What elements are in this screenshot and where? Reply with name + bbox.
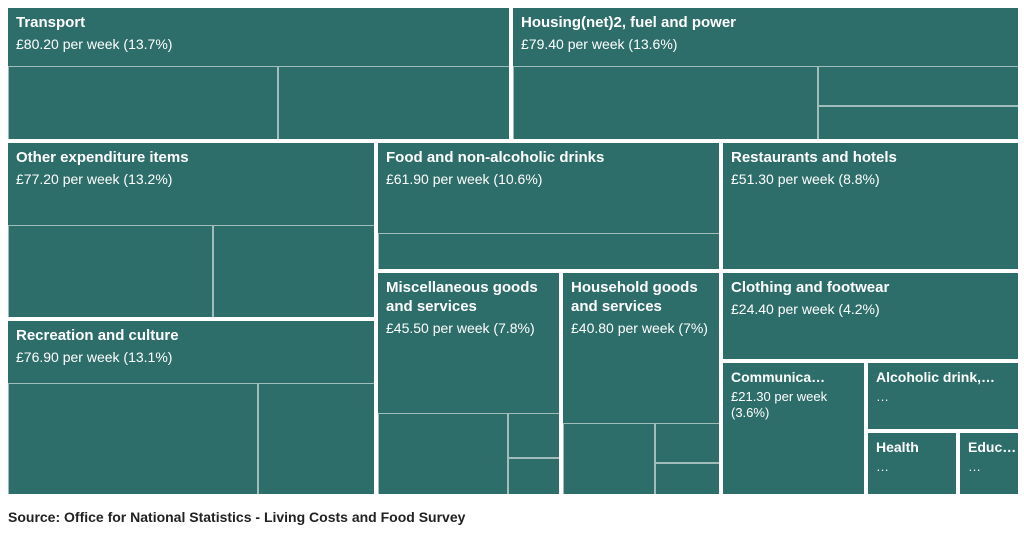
treemap-subcell (8, 383, 258, 496)
treemap-cell-education[interactable]: Educ… … (958, 431, 1020, 496)
treemap-cell-label: Household goods and services £40.80 per w… (571, 279, 713, 337)
treemap-cell-label: Miscellaneous goods and services £45.50 p… (386, 279, 553, 337)
treemap-cell-label: Educ… … (968, 439, 1012, 475)
treemap-subcell (655, 463, 721, 496)
treemap-cell-restaurants[interactable]: Restaurants and hotels £51.30 per week (8… (721, 141, 1020, 271)
treemap-cell-label: Housing(net)2, fuel and power £79.40 per … (521, 14, 1012, 53)
treemap-cell-title: Transport (16, 14, 503, 33)
treemap-cell-label: Food and non-alcoholic drinks £61.90 per … (386, 149, 713, 188)
treemap-subcell (8, 225, 213, 319)
treemap-cell-label: Clothing and footwear £24.40 per week (4.… (731, 279, 1012, 318)
treemap-cell-label: Restaurants and hotels £51.30 per week (8… (731, 149, 1012, 188)
treemap-cell-clothing[interactable]: Clothing and footwear £24.40 per week (4.… (721, 271, 1020, 361)
treemap-cell-value: £79.40 per week (13.6%) (521, 35, 1012, 53)
treemap-cell-label: Health … (876, 439, 950, 475)
treemap-cell-title: Health (876, 439, 950, 457)
treemap-cell-title: Miscellaneous goods and services (386, 279, 553, 317)
treemap-cell-title: Housing(net)2, fuel and power (521, 14, 1012, 33)
treemap-subcell (513, 66, 818, 141)
treemap-cell-label: Other expenditure items £77.20 per week (… (16, 149, 368, 188)
treemap-cell-title: Recreation and culture (16, 327, 368, 346)
treemap-cell-food[interactable]: Food and non-alcoholic drinks £61.90 per … (376, 141, 721, 271)
treemap-cell-label: Transport £80.20 per week (13.7%) (16, 14, 503, 53)
treemap-cell-communication[interactable]: Communica… £21.30 per week (3.6%) (721, 361, 866, 496)
treemap-subcell (8, 66, 278, 141)
treemap-subcell (508, 413, 561, 458)
treemap-cell-housing[interactable]: Housing(net)2, fuel and power £79.40 per … (511, 6, 1020, 141)
treemap-subcell (278, 66, 511, 141)
treemap-cell-value: £21.30 per week (3.6%) (731, 389, 858, 423)
treemap-cell-health[interactable]: Health … (866, 431, 958, 496)
treemap-cell-household[interactable]: Household goods and services £40.80 per w… (561, 271, 721, 496)
treemap-subcell (818, 66, 1020, 106)
source-attribution: Source: Office for National Statistics -… (8, 509, 465, 525)
treemap-cell-label: Alcoholic drink,… … (876, 369, 1012, 405)
treemap-cell-otherexp[interactable]: Other expenditure items £77.20 per week (… (6, 141, 376, 319)
treemap-cell-value: £40.80 per week (7%) (571, 319, 713, 337)
treemap-cell-label: Recreation and culture £76.90 per week (1… (16, 327, 368, 366)
treemap-cell-title: Household goods and services (571, 279, 713, 317)
treemap-cell-label: Communica… £21.30 per week (3.6%) (731, 369, 858, 422)
treemap-cell-misc[interactable]: Miscellaneous goods and services £45.50 p… (376, 271, 561, 496)
treemap-subcell (378, 233, 721, 271)
treemap-subcell (213, 225, 376, 319)
treemap-cell-title: Educ… (968, 439, 1012, 457)
treemap-cell-value: £24.40 per week (4.2%) (731, 300, 1012, 318)
treemap-cell-value: £80.20 per week (13.7%) (16, 35, 503, 53)
treemap-cell-title: Communica… (731, 369, 858, 387)
treemap-cell-value: … (876, 459, 950, 476)
treemap-cell-title: Food and non-alcoholic drinks (386, 149, 713, 168)
treemap-subcell (378, 413, 508, 496)
treemap-cell-title: Clothing and footwear (731, 279, 1012, 298)
treemap-cell-value: £61.90 per week (10.6%) (386, 170, 713, 188)
treemap-cell-value: £76.90 per week (13.1%) (16, 348, 368, 366)
expenditure-treemap: Transport £80.20 per week (13.7%) Housing(… (6, 6, 1020, 496)
treemap-cell-title: Alcoholic drink,… (876, 369, 1012, 387)
treemap-subcell (508, 458, 561, 496)
treemap-subcell (818, 106, 1020, 141)
treemap-cell-title: Other expenditure items (16, 149, 368, 168)
treemap-cell-value: £51.30 per week (8.8%) (731, 170, 1012, 188)
treemap-subcell (655, 423, 721, 463)
treemap-cell-value: £45.50 per week (7.8%) (386, 319, 553, 337)
treemap-cell-value: … (876, 389, 1012, 406)
treemap-cell-value: … (968, 459, 1012, 476)
treemap-cell-transport[interactable]: Transport £80.20 per week (13.7%) (6, 6, 511, 141)
treemap-cell-recreation[interactable]: Recreation and culture £76.90 per week (1… (6, 319, 376, 496)
treemap-cell-title: Restaurants and hotels (731, 149, 1012, 168)
treemap-cell-alcohol[interactable]: Alcoholic drink,… … (866, 361, 1020, 431)
treemap-subcell (258, 383, 376, 496)
treemap-cell-value: £77.20 per week (13.2%) (16, 170, 368, 188)
treemap-subcell (563, 423, 655, 496)
